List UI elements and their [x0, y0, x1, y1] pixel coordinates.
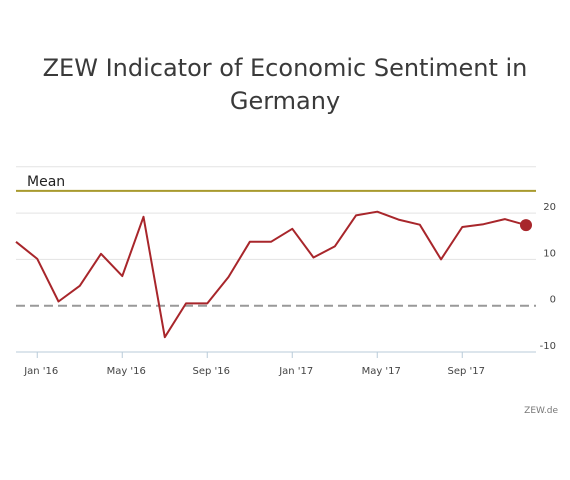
x-tick-label: Jan '17 — [278, 366, 313, 377]
y-tick-label: 20 — [543, 202, 556, 213]
y-tick-label: -10 — [540, 341, 556, 352]
x-tick-label: May '17 — [362, 366, 401, 377]
chart-title: ZEW Indicator of Economic Sentiment in G… — [42, 54, 528, 115]
x-tick-label: May '16 — [107, 366, 146, 377]
source-credit: ZEW.de — [524, 406, 558, 416]
last-point-marker — [520, 219, 532, 232]
y-tick-label: 10 — [543, 248, 556, 259]
x-tick-label: Sep '16 — [193, 366, 231, 377]
x-tick-label: Jan '16 — [23, 366, 58, 377]
x-tick-label: Sep '17 — [448, 366, 486, 377]
y-tick-label: 0 — [550, 295, 556, 306]
series-line — [15, 210, 527, 339]
mean-line-label: Mean — [27, 174, 65, 190]
